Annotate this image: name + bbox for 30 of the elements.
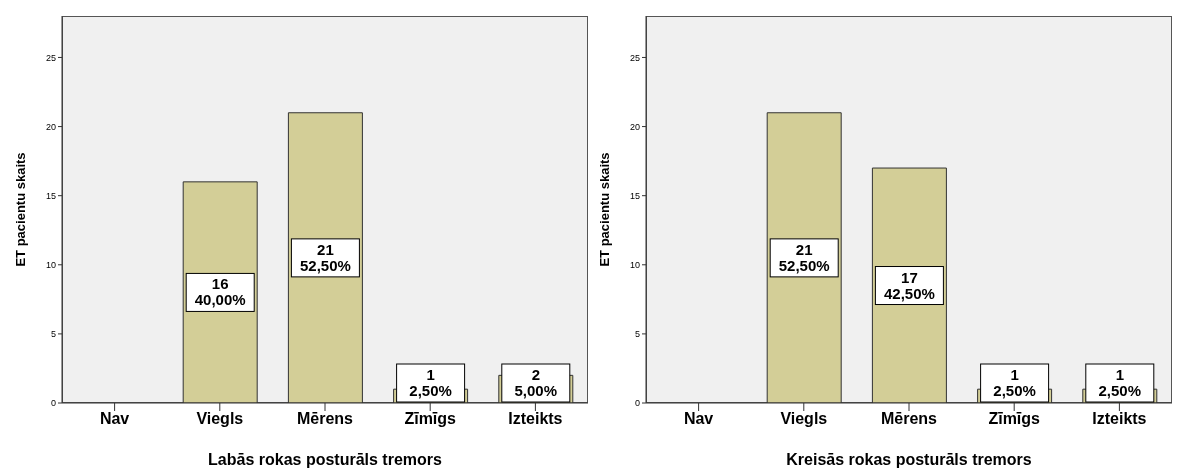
data-label: 21 52,50% xyxy=(299,240,351,274)
y-tick-label: 0 xyxy=(634,398,640,409)
x-tick-label: Nav xyxy=(683,410,714,428)
data-label: 16 40,00% xyxy=(194,275,246,309)
y-tick-label: 5 xyxy=(50,329,56,340)
x-tick-label: Zīmīgs xyxy=(988,410,1041,428)
y-axis-title: ET pacientu skaits xyxy=(596,152,612,267)
y-tick-label: 20 xyxy=(45,121,56,132)
data-label: 17 42,50% xyxy=(883,268,935,302)
y-tick-label: 25 xyxy=(45,52,56,63)
x-tick-label: Viegls xyxy=(780,410,828,428)
data-label: 21 52,50% xyxy=(778,240,830,274)
x-tick-label: Viegls xyxy=(196,410,244,428)
y-axis-title: ET pacientu skaits xyxy=(12,152,28,267)
x-tick-label: Mērens xyxy=(296,410,354,428)
x-tick-label: Izteikts xyxy=(1092,410,1147,428)
x-tick-label: Zīmīgs xyxy=(404,410,457,428)
y-tick-label: 0 xyxy=(50,398,56,409)
x-tick-label: Nav xyxy=(99,410,130,428)
x-axis-title: Labās rokas posturāls tremors xyxy=(208,451,443,468)
y-tick-label: 25 xyxy=(629,52,640,63)
x-tick-label: Izteikts xyxy=(508,410,563,428)
y-tick-label: 10 xyxy=(629,259,640,270)
y-tick-label: 20 xyxy=(629,121,640,132)
x-axis-title: Kreisās rokas posturāls tremors xyxy=(786,451,1032,468)
y-tick-label: 15 xyxy=(629,190,640,201)
y-tick-label: 15 xyxy=(45,190,56,201)
y-tick-label: 10 xyxy=(45,259,56,270)
y-tick-label: 5 xyxy=(634,329,640,340)
x-tick-label: Mērens xyxy=(880,410,938,428)
